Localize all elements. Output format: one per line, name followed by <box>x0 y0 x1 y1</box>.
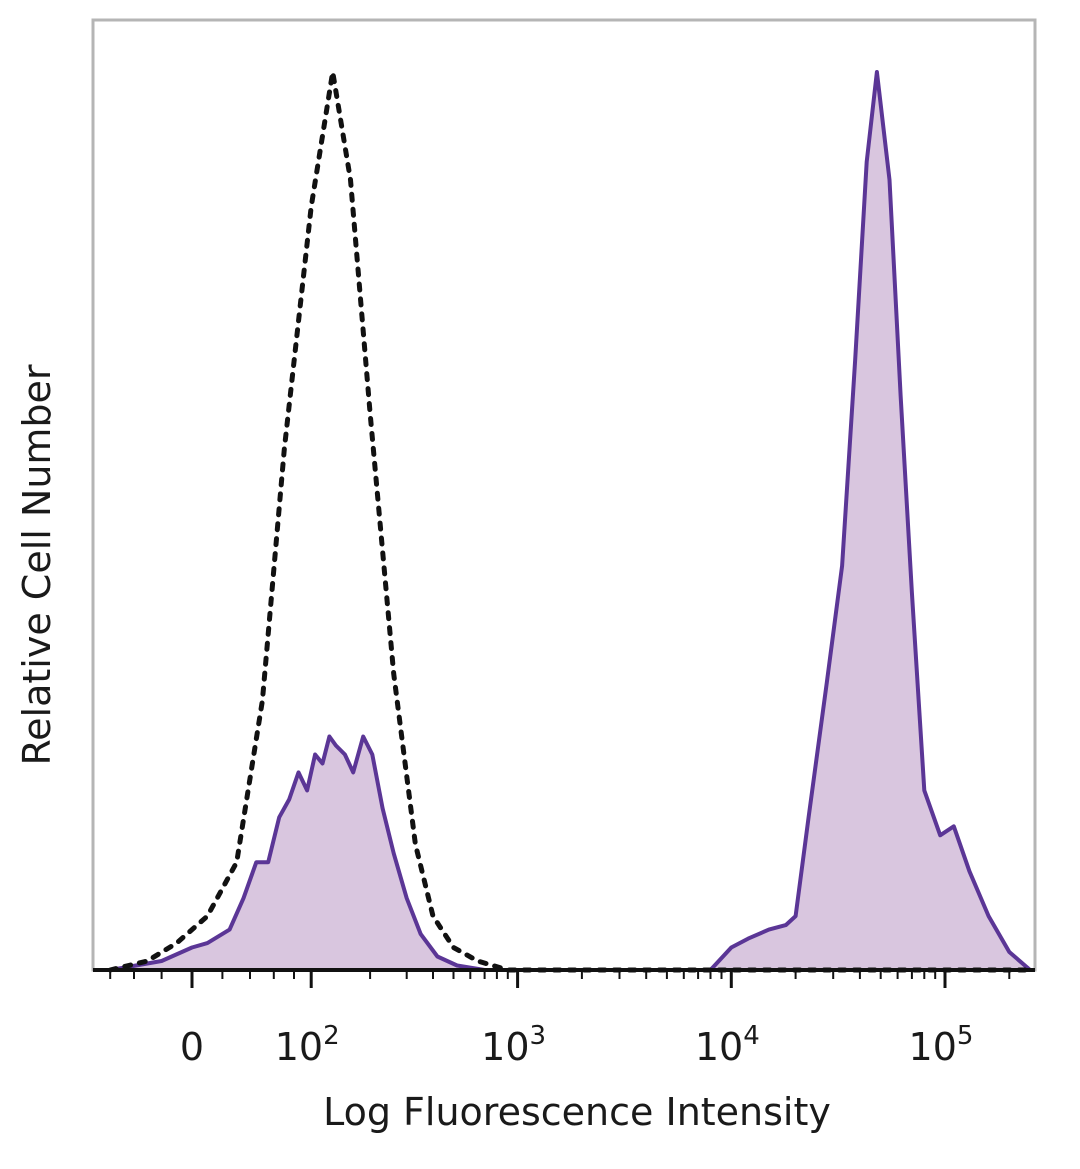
x-tick-label: 0 <box>180 1025 204 1069</box>
x-axis-title: Log Fluorescence Intensity <box>323 1090 831 1134</box>
stained-histogram-line <box>109 70 1032 972</box>
x-ticks: 0 102 103 104 105 <box>109 970 1011 1069</box>
x-tick-label: 102 <box>275 1021 340 1069</box>
x-tick-label: 104 <box>695 1021 760 1069</box>
x-tick-label: 103 <box>481 1021 546 1069</box>
x-tick-label: 105 <box>909 1021 974 1069</box>
series-layer <box>107 70 1033 973</box>
y-axis-title: Relative Cell Number <box>15 364 59 765</box>
